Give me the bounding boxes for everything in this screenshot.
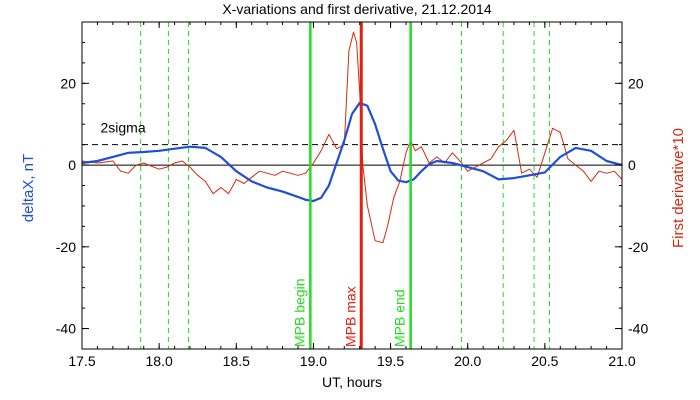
marker-label-0: MPB begin [291,279,307,347]
x-tick-label: 20.5 [531,353,558,369]
y-axis-label-right: First derivative*10 [670,128,687,248]
marker-label-1: MPB max [342,286,358,347]
x-tick-label: 20.0 [454,353,481,369]
y-tick-label-right: -40 [628,321,648,337]
series-line-deltax [81,101,623,203]
y-tick-label-left: -20 [56,239,76,255]
x-tick-label: 18.0 [146,353,173,369]
y-tick-label-right: -20 [628,239,648,255]
x-tick-label: 17.5 [68,353,95,369]
y-tick-label-right: 0 [628,157,636,173]
x-tick-label: 19.0 [300,353,327,369]
x-tick-label: 18.5 [223,353,250,369]
y-tick-label-left: 20 [60,75,76,91]
chart-title: X-variations and first derivative, 21.12… [222,1,491,17]
y-tick-label-left: -40 [56,321,76,337]
marker-label-2: MPB end [392,289,408,347]
threshold-label: 2sigma [101,120,146,136]
x-tick-label: 19.5 [377,353,404,369]
x-axis-label: UT, hours [322,374,382,390]
y-axis-label-left: deltaX, nT [20,154,37,222]
series-line-derivative [81,31,623,244]
plot-frame [81,21,623,350]
y-tick-label-left: 0 [68,157,76,173]
y-tick-label-right: 20 [628,75,644,91]
x-tick-label: 21.0 [608,353,635,369]
